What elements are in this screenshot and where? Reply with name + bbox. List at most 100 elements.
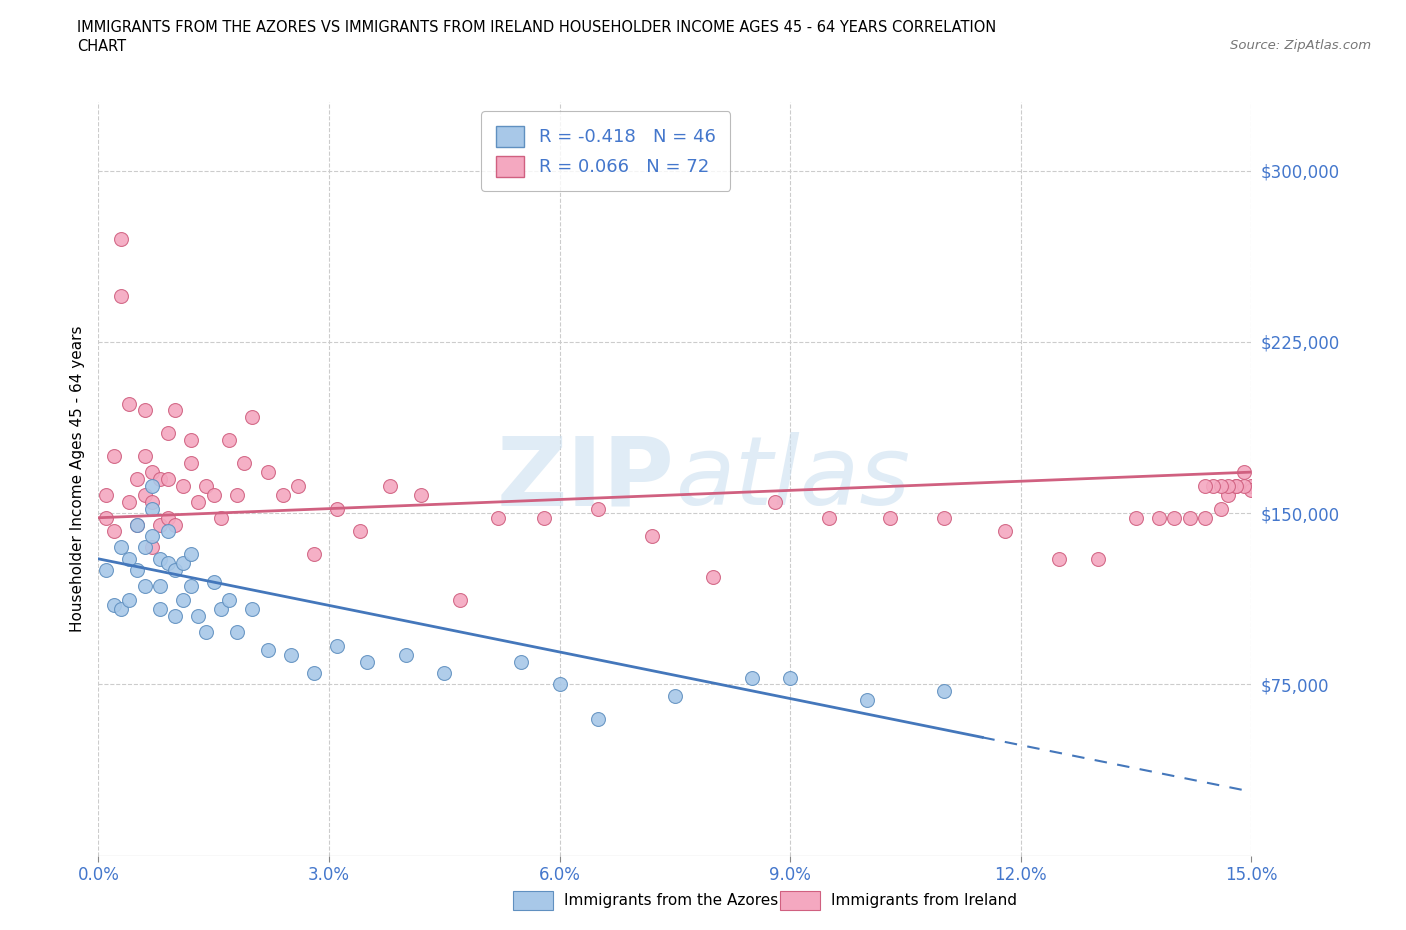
Point [125, 563, 148, 578]
Point [141, 465, 163, 480]
Point [110, 540, 132, 555]
Point [134, 578, 156, 593]
Point [395, 647, 418, 662]
Text: CHART: CHART [77, 39, 127, 54]
Point [817, 511, 839, 525]
Point [411, 487, 433, 502]
Point [118, 396, 141, 411]
Point [741, 671, 763, 685]
Point [94, 487, 117, 502]
Point [1087, 551, 1109, 566]
Text: IMMIGRANTS FROM THE AZORES VS IMMIGRANTS FROM IRELAND HOUSEHOLDER INCOME AGES 45: IMMIGRANTS FROM THE AZORES VS IMMIGRANTS… [77, 20, 997, 35]
Point [233, 456, 256, 471]
Point [1233, 465, 1256, 480]
Point [218, 432, 240, 447]
Point [180, 432, 202, 447]
Point [187, 495, 209, 510]
Y-axis label: Householder Income Ages 45 - 64 years: Householder Income Ages 45 - 64 years [69, 326, 84, 632]
Point [125, 517, 148, 532]
Point [1240, 483, 1263, 498]
Point [256, 465, 278, 480]
Point [1194, 478, 1216, 493]
Point [195, 624, 218, 639]
Point [449, 592, 471, 607]
Point [641, 528, 664, 543]
Point [125, 517, 148, 532]
Point [1209, 501, 1232, 516]
Point [118, 495, 141, 510]
Point [856, 693, 879, 708]
Point [225, 487, 247, 502]
Point [302, 666, 325, 681]
Point [165, 608, 187, 623]
Point [763, 495, 786, 510]
Point [1233, 478, 1256, 493]
Point [156, 472, 179, 486]
Legend: R = -0.418   N = 46, R = 0.066   N = 72: R = -0.418 N = 46, R = 0.066 N = 72 [481, 112, 730, 191]
Point [141, 528, 163, 543]
Point [149, 602, 172, 617]
Point [240, 602, 263, 617]
Point [110, 289, 132, 304]
Point [118, 592, 141, 607]
Point [156, 511, 179, 525]
Point [302, 547, 325, 562]
Point [141, 478, 163, 493]
Point [141, 501, 163, 516]
Point [149, 472, 172, 486]
Point [209, 511, 232, 525]
Point [548, 677, 571, 692]
Point [94, 563, 117, 578]
Point [932, 684, 955, 698]
Point [1202, 478, 1225, 493]
Point [118, 551, 141, 566]
Point [586, 501, 609, 516]
Point [149, 551, 172, 566]
Point [180, 578, 202, 593]
Point [156, 524, 179, 538]
Point [879, 511, 901, 525]
Point [356, 654, 378, 669]
Point [187, 608, 209, 623]
Point [156, 556, 179, 571]
Point [240, 410, 263, 425]
Point [1225, 478, 1247, 493]
Point [103, 448, 125, 463]
Point [702, 570, 724, 585]
Point [195, 478, 218, 493]
Point [433, 666, 456, 681]
Point [533, 511, 555, 525]
Point [1163, 511, 1185, 525]
Point [209, 602, 232, 617]
Point [172, 592, 194, 607]
Point [280, 647, 302, 662]
Point [165, 563, 187, 578]
Point [1209, 478, 1232, 493]
Point [94, 511, 117, 525]
Point [510, 654, 533, 669]
Point [256, 643, 278, 658]
Point [134, 487, 156, 502]
Point [172, 478, 194, 493]
Point [664, 688, 686, 703]
Text: Immigrants from the Azores: Immigrants from the Azores [564, 893, 778, 908]
Point [1147, 511, 1170, 525]
Point [180, 547, 202, 562]
Point [325, 638, 347, 653]
Point [103, 524, 125, 538]
Point [1047, 551, 1070, 566]
Point [1178, 511, 1201, 525]
Point [165, 403, 187, 418]
Point [149, 578, 172, 593]
Point [1125, 511, 1147, 525]
Point [141, 495, 163, 510]
Point [165, 517, 187, 532]
Point [1218, 487, 1240, 502]
Point [1218, 478, 1240, 493]
Text: Immigrants from Ireland: Immigrants from Ireland [831, 893, 1017, 908]
Text: Source: ZipAtlas.com: Source: ZipAtlas.com [1230, 39, 1371, 52]
Point [110, 602, 132, 617]
Point [149, 517, 172, 532]
Point [202, 487, 225, 502]
Point [110, 232, 132, 246]
